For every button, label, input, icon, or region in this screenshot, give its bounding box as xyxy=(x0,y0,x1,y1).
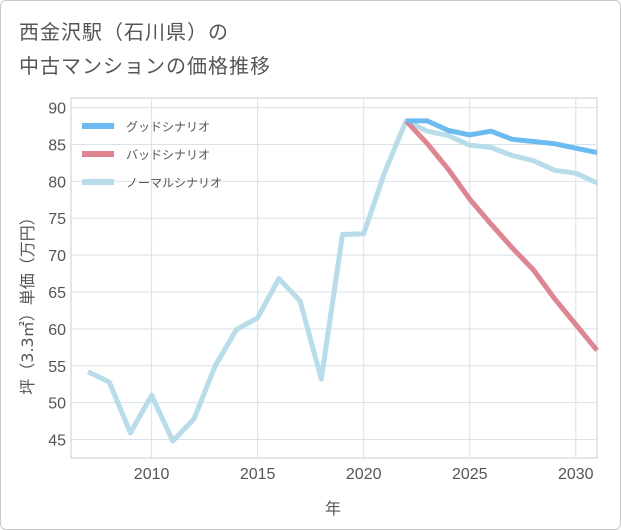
chart-title-line-2: 中古マンションの価格推移 xyxy=(19,54,271,78)
x-axis-title: 年 xyxy=(325,499,341,518)
y-tick-label: 50 xyxy=(48,396,66,413)
y-tick-label: 85 xyxy=(48,137,66,154)
y-tick-label: 60 xyxy=(48,322,66,339)
grid-lines xyxy=(71,98,597,458)
series-line-1 xyxy=(404,119,599,352)
series-line-2 xyxy=(86,118,599,444)
legend-label-1: バッドシナリオ xyxy=(126,148,210,162)
y-tick-label: 75 xyxy=(48,211,66,228)
y-axis-title: 坪（3.3㎡）単価（万円） xyxy=(18,209,37,394)
y-tick-label: 80 xyxy=(48,174,66,191)
legend-label-0: グッドシナリオ xyxy=(126,120,210,134)
x-tick-label: 2015 xyxy=(240,466,276,483)
y-tick-label: 90 xyxy=(48,101,66,118)
x-axis-ticks: 2010 2015 2020 2025 2030 xyxy=(134,466,594,483)
chart-title: 西金沢駅（石川県）の 中古マンションの価格推移 xyxy=(19,15,271,83)
legend-label-2: ノーマルシナリオ xyxy=(126,176,222,190)
x-tick-label: 2025 xyxy=(452,466,488,483)
y-axis-ticks: 45 50 55 60 65 70 75 80 85 90 xyxy=(48,101,66,450)
series-lines xyxy=(86,118,599,444)
x-tick-label: 2020 xyxy=(346,466,382,483)
y-tick-label: 65 xyxy=(48,285,66,302)
series-line-0 xyxy=(406,118,598,156)
x-tick-label: 2010 xyxy=(134,466,170,483)
x-tick-label: 2030 xyxy=(558,466,594,483)
y-tick-label: 45 xyxy=(48,433,66,450)
y-tick-label: 55 xyxy=(48,359,66,376)
chart-title-line-1: 西金沢駅（石川県）の xyxy=(19,20,229,44)
y-tick-label: 70 xyxy=(48,248,66,265)
